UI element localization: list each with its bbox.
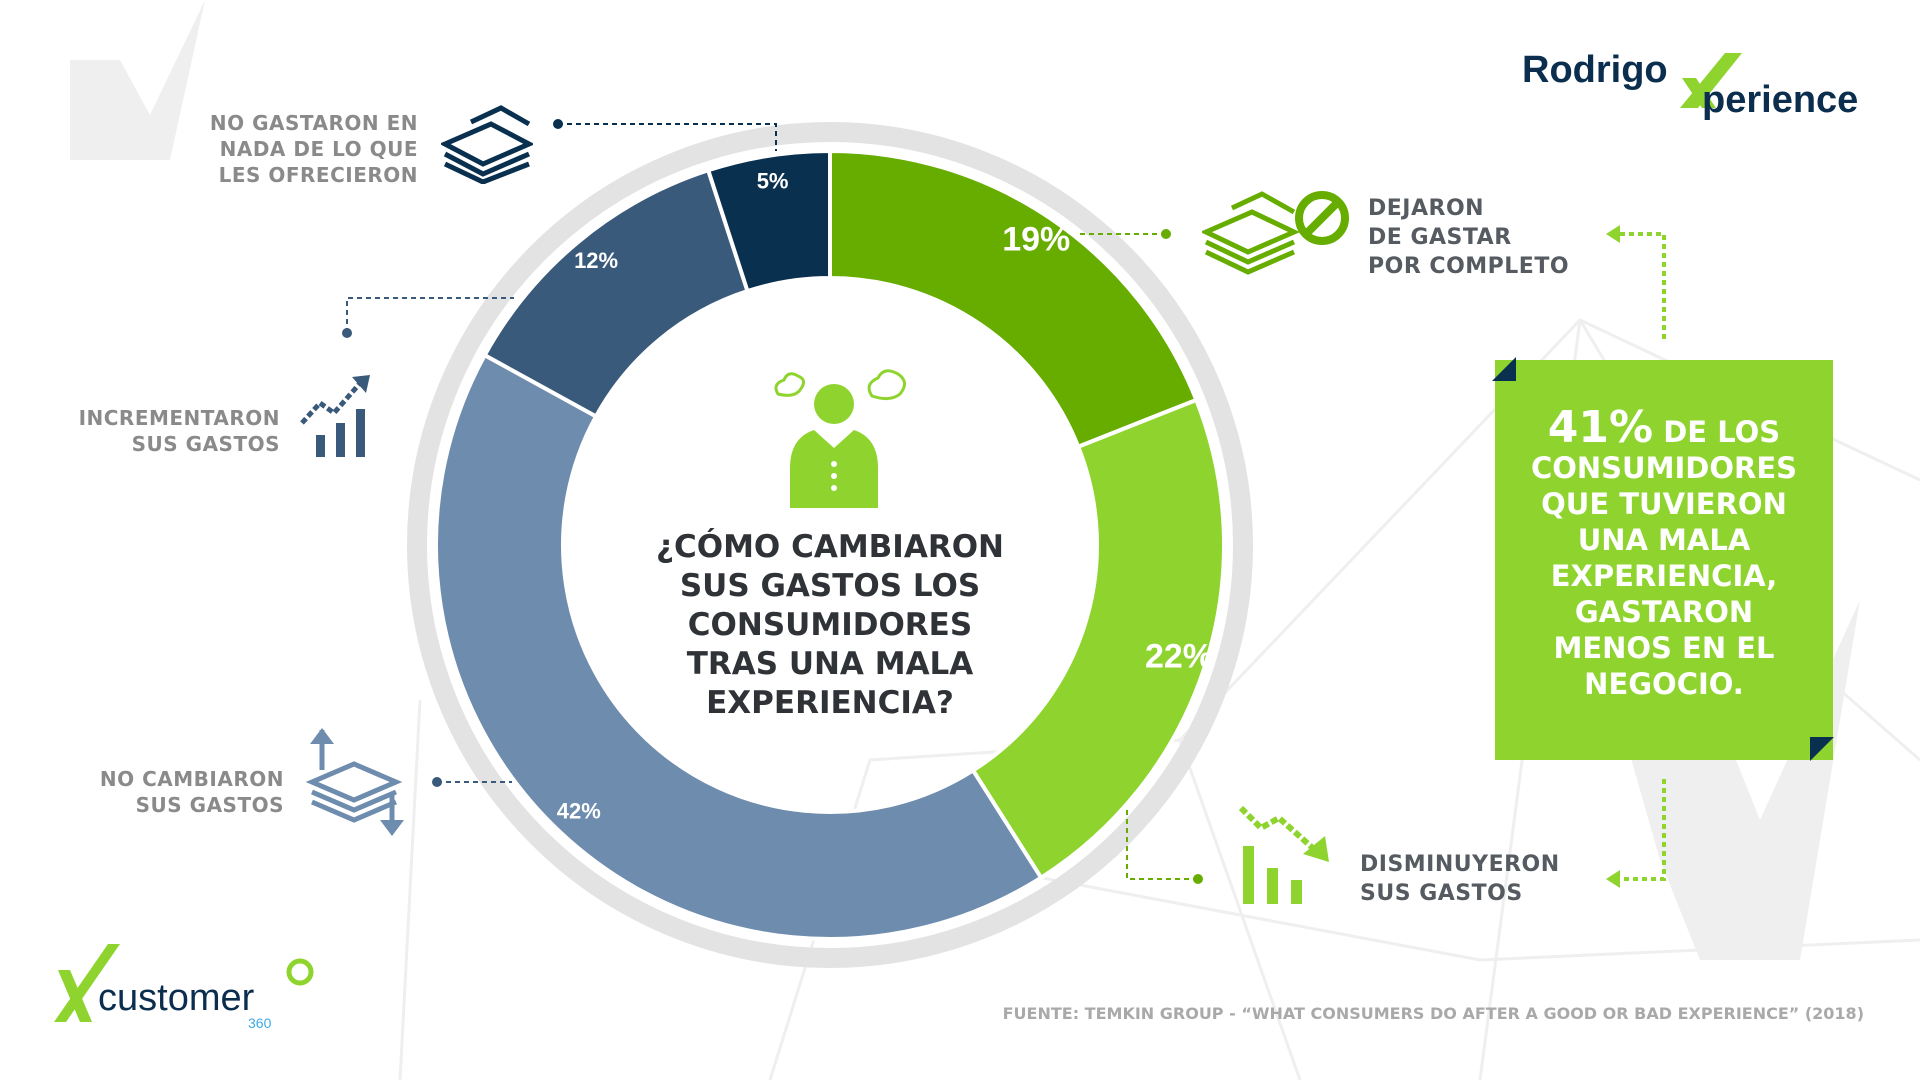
money-stack-icon: [441, 105, 533, 184]
svg-text:customer: customer: [98, 977, 255, 1019]
title-line: ¿CÓMO CAMBIARON: [656, 529, 1004, 565]
label-no-cambiaron: NO CAMBIARON SUS GASTOS: [99, 767, 284, 817]
donut-slice: [970, 397, 1226, 881]
slice-data-label: 12%: [574, 248, 618, 273]
x-watermark-bottom: [1620, 600, 1860, 960]
title-line: EXPERIENCIA?: [706, 685, 954, 721]
angry-person-icon: [774, 369, 906, 508]
corner-decoration: [1492, 357, 1516, 381]
chart-decrease-icon: [1239, 806, 1329, 904]
label-disminuyeron: DISMINUYERON SUS GASTOS: [1360, 852, 1560, 906]
donut-slice: [828, 148, 1199, 450]
donut-slice: [433, 352, 1044, 941]
slice-data-label: 5%: [757, 168, 789, 193]
arrow-left-icon: [1606, 225, 1620, 243]
xcustomer-360-logo: customer 360: [54, 944, 314, 1031]
donut-outer-ring: [407, 122, 1253, 968]
money-updown-icon: [305, 728, 404, 836]
x-watermark-top: [70, 0, 205, 160]
donut-slice: [705, 148, 832, 294]
source-citation: FUENTE: TEMKIN GROUP - “WHAT CONSUMERS D…: [1002, 1004, 1864, 1023]
money-prohibited-icon: [1202, 191, 1349, 275]
callout-text: 41% DE LOS CONSUMIDORES QUE TUVIERON UNA M…: [1530, 402, 1798, 702]
slice-data-label: 19%: [1002, 220, 1070, 258]
chart-title: ¿CÓMO CAMBIARON SUS GASTOS LOS CONSUMIDO…: [630, 528, 1030, 723]
title-line: CONSUMIDORES: [687, 607, 973, 643]
arrow-left-icon: [1606, 870, 1620, 888]
svg-text:Rodrigo: Rodrigo: [1522, 49, 1668, 91]
label-no-gastaron: NO GASTARON EN NADA DE LO QUE LES OFRECIER…: [209, 111, 418, 187]
chart-increase-icon: [300, 375, 370, 457]
title-line: SUS GASTOS LOS: [679, 568, 981, 604]
title-line: TRAS UNA MALA: [686, 646, 974, 682]
svg-text:perience: perience: [1702, 79, 1858, 121]
corner-decoration: [1810, 737, 1834, 761]
rodrigo-xperience-logo: Rodrigo perience: [1522, 49, 1858, 121]
label-dejaron: DEJARON DE GASTAR POR COMPLETO: [1368, 196, 1570, 279]
slice-data-label: 22%: [1145, 637, 1213, 675]
svg-text:360: 360: [248, 1015, 272, 1031]
label-incrementaron: INCREMENTARON SUS GASTOS: [78, 406, 280, 456]
slice-data-label: 42%: [557, 798, 601, 823]
callout-box: 41% DE LOS CONSUMIDORES QUE TUVIERON UNA M…: [1492, 357, 1834, 761]
